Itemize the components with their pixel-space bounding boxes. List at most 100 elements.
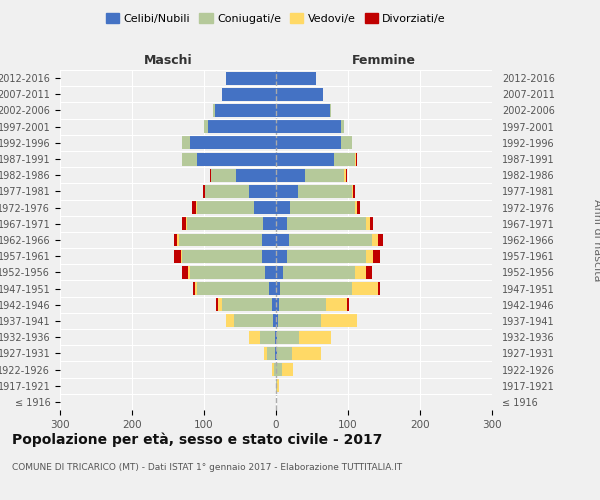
Bar <box>276 347 320 360</box>
Bar <box>203 185 276 198</box>
Bar <box>205 185 276 198</box>
Bar <box>276 120 344 133</box>
Bar <box>211 169 276 181</box>
Bar <box>182 136 276 149</box>
Bar <box>276 298 326 311</box>
Bar <box>276 136 341 149</box>
Bar <box>276 314 278 328</box>
Bar <box>275 330 276 344</box>
Text: COMUNE DI TRICARICO (MT) - Dati ISTAT 1° gennaio 2017 - Elaborazione TUTTITALIA.: COMUNE DI TRICARICO (MT) - Dati ISTAT 1°… <box>12 462 402 471</box>
Bar <box>276 250 366 262</box>
Bar <box>276 234 289 246</box>
Bar <box>174 250 276 262</box>
Bar <box>276 88 323 101</box>
Bar <box>214 104 276 117</box>
Bar <box>194 282 276 295</box>
Bar <box>222 88 276 101</box>
Bar <box>218 298 276 311</box>
Bar <box>276 120 344 133</box>
Bar <box>190 266 276 279</box>
Bar <box>276 250 287 262</box>
Bar <box>276 379 279 392</box>
Bar <box>276 234 372 246</box>
Bar <box>211 169 276 181</box>
Bar <box>276 298 279 311</box>
Bar <box>204 120 276 133</box>
Bar <box>276 282 380 295</box>
Bar <box>216 298 276 311</box>
Bar <box>174 234 276 246</box>
Bar <box>276 218 366 230</box>
Bar <box>276 201 358 214</box>
Bar <box>208 120 276 133</box>
Bar <box>272 298 276 311</box>
Bar <box>276 218 370 230</box>
Bar <box>182 152 276 166</box>
Bar <box>205 185 276 198</box>
Bar <box>276 104 331 117</box>
Bar <box>276 201 359 214</box>
Bar <box>214 104 276 117</box>
Bar <box>276 330 331 344</box>
Bar <box>276 88 323 101</box>
Bar <box>222 298 276 311</box>
Bar <box>226 72 276 85</box>
Bar <box>178 234 276 246</box>
Bar <box>275 347 276 360</box>
Bar <box>210 169 276 181</box>
Text: Popolazione per età, sesso e stato civile - 2017: Popolazione per età, sesso e stato civil… <box>12 432 382 447</box>
Bar <box>276 363 293 376</box>
Bar <box>187 218 276 230</box>
Bar <box>215 104 276 117</box>
Bar <box>276 185 353 198</box>
Text: Anni di nascita: Anni di nascita <box>592 198 600 281</box>
Text: Femmine: Femmine <box>352 54 416 67</box>
Bar <box>276 347 292 360</box>
Bar <box>182 136 276 149</box>
Bar <box>276 234 383 246</box>
Bar <box>276 266 366 279</box>
Bar <box>193 282 276 295</box>
Bar <box>276 185 352 198</box>
Bar <box>276 298 349 311</box>
Bar <box>276 282 280 295</box>
Legend: Celibi/Nubili, Coniugati/e, Vedovi/e, Divorziati/e: Celibi/Nubili, Coniugati/e, Vedovi/e, Di… <box>104 10 448 26</box>
Bar <box>233 314 276 328</box>
Bar <box>276 201 290 214</box>
Bar <box>276 282 377 295</box>
Bar <box>276 88 323 101</box>
Bar <box>276 330 331 344</box>
Bar <box>272 363 276 376</box>
Bar <box>276 330 299 344</box>
Bar <box>276 363 293 376</box>
Bar <box>276 169 347 181</box>
Bar <box>276 169 305 181</box>
Bar <box>182 152 276 166</box>
Bar <box>204 120 276 133</box>
Bar <box>276 330 277 344</box>
Bar <box>197 282 276 295</box>
Bar <box>276 169 346 181</box>
Bar <box>214 104 276 117</box>
Bar <box>276 218 287 230</box>
Bar <box>276 120 344 133</box>
Bar <box>204 120 276 133</box>
Bar <box>182 218 276 230</box>
Bar <box>276 201 355 214</box>
Bar <box>276 314 358 328</box>
Text: Maschi: Maschi <box>143 54 193 67</box>
Bar <box>262 234 276 246</box>
Bar <box>276 104 330 117</box>
Bar <box>263 218 276 230</box>
Bar <box>276 347 277 360</box>
Bar <box>276 104 331 117</box>
Bar <box>276 347 320 360</box>
Bar <box>276 169 344 181</box>
Bar <box>197 201 276 214</box>
Bar <box>276 185 355 198</box>
Bar <box>276 136 352 149</box>
Bar <box>276 379 277 392</box>
Bar <box>276 185 298 198</box>
Bar <box>276 282 352 295</box>
Bar <box>276 266 355 279</box>
